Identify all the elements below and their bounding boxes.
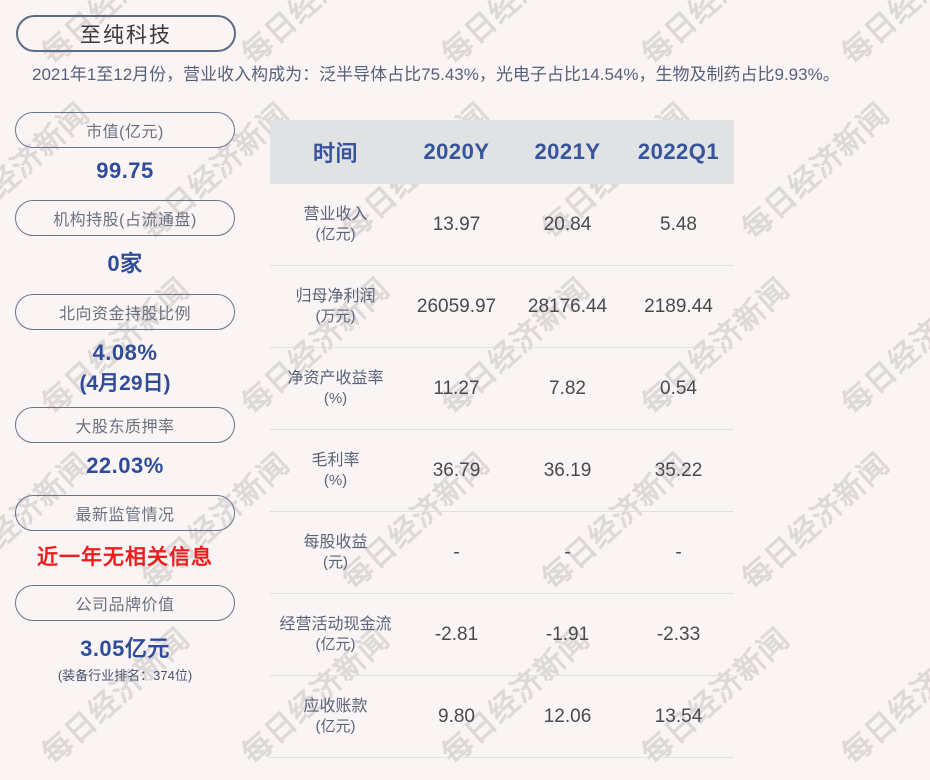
row-label-text: 归母净利润 <box>295 287 376 305</box>
table-cell-value: -2.33 <box>656 623 701 645</box>
row-label-unit: (亿元) <box>315 226 356 244</box>
row-label-text: 营业收入 <box>303 205 368 223</box>
table-cell-value: 0.54 <box>660 377 697 399</box>
table-cell-value: 5.48 <box>660 213 697 235</box>
row-label: 每股收益 (元) <box>270 532 401 574</box>
metric-label-pill[interactable]: 大股东质押率 <box>15 407 235 443</box>
row-label-unit: (元) <box>323 554 348 572</box>
table-cell-value: 36.79 <box>432 459 481 481</box>
row-label-unit: (亿元) <box>315 718 356 736</box>
row-label-text: 毛利率 <box>311 451 360 469</box>
metric-block: 公司品牌价值 3.05亿元 (装备行业排名：374位) <box>15 585 235 684</box>
table-cell-value: - <box>564 541 571 563</box>
table-cell-value: - <box>675 541 682 563</box>
table-row: 应收账款 (亿元) 9.80 12.06 13.54 <box>270 676 734 758</box>
row-label-unit: (%) <box>323 390 348 408</box>
table-cell-value: -1.91 <box>545 623 590 645</box>
row-label: 归母净利润 (万元) <box>270 286 401 328</box>
row-label: 毛利率 (%) <box>270 450 401 492</box>
table-cell-value: 36.19 <box>543 459 592 481</box>
metric-label-pill[interactable]: 机构持股(占流通盘) <box>15 200 235 236</box>
row-label-text: 应收账款 <box>303 697 368 715</box>
row-label: 经营活动现金流 (亿元) <box>270 614 401 656</box>
table-row: 净资产收益率 (%) 11.27 7.82 0.54 <box>270 348 734 430</box>
metric-label-pill[interactable]: 公司品牌价值 <box>15 585 235 621</box>
table-cell-value: 35.22 <box>654 459 703 481</box>
table-column-header[interactable]: 2022Q1 <box>637 139 720 164</box>
table-row: 毛利率 (%) 36.79 36.19 35.22 <box>270 430 734 512</box>
row-label-text: 每股收益 <box>303 533 368 551</box>
metric-value: 99.75 <box>96 158 154 183</box>
table-row: 经营活动现金流 (亿元) -2.81 -1.91 -2.33 <box>270 594 734 676</box>
table-column-header[interactable]: 2020Y <box>423 139 490 164</box>
metric-label-pill[interactable]: 市值(亿元) <box>15 112 235 148</box>
table-cell-value: 7.82 <box>549 377 586 399</box>
row-label-text: 经营活动现金流 <box>279 615 392 633</box>
row-label: 营业收入 (亿元) <box>270 204 401 246</box>
metric-value-sub: (4月29日) <box>79 372 171 395</box>
table-row: 营业收入 (亿元) 13.97 20.84 5.48 <box>270 184 734 266</box>
table-cell-value: 12.06 <box>543 705 592 727</box>
metric-value: 近一年无相关信息 <box>37 546 213 569</box>
metric-label-pill[interactable]: 最新监管情况 <box>15 495 235 531</box>
table-cell-value: 13.54 <box>654 705 703 727</box>
table-row: 每股收益 (元) - - - <box>270 512 734 594</box>
metric-value: 0家 <box>107 251 143 276</box>
metric-label-pill[interactable]: 北向资金持股比例 <box>15 294 235 330</box>
table-cell-value: 26059.97 <box>416 295 497 317</box>
metric-value: 3.05亿元 <box>80 636 170 661</box>
row-label-text: 净资产收益率 <box>287 369 384 387</box>
row-label: 应收账款 (亿元) <box>270 696 401 738</box>
metric-block: 机构持股(占流通盘) 0家 <box>15 200 235 278</box>
metric-value: 22.03% <box>86 453 164 478</box>
table-cell-value: 20.84 <box>543 213 592 235</box>
metric-value: 4.08% <box>92 340 158 365</box>
table-cell-value: - <box>453 541 460 563</box>
metric-block: 市值(亿元) 99.75 <box>15 112 235 184</box>
table-cell-value: 2189.44 <box>644 295 713 317</box>
table-cell-value: 9.80 <box>438 705 475 727</box>
row-label-unit: (亿元) <box>315 636 356 654</box>
metric-block: 大股东质押率 22.03% <box>15 407 235 479</box>
metrics-sidebar: 市值(亿元) 99.75 机构持股(占流通盘) 0家北向资金持股比例 4.08% (4月2… <box>15 112 235 700</box>
table-header-row: 时间 2020Y 2021Y 2022Q1 <box>270 120 734 184</box>
row-label: 净资产收益率 (%) <box>270 368 401 410</box>
table-body: 营业收入 (亿元) 13.97 20.84 5.48 归母净利润 (万元) 26059.97 2… <box>270 184 734 758</box>
metric-block: 最新监管情况近一年无相关信息 <box>15 495 235 571</box>
table-cell-value: -2.81 <box>434 623 479 645</box>
revenue-composition-subtitle: 2021年1至12月份，营业收入构成为：泛半导体占比75.43%，光电子占比14… <box>32 65 840 84</box>
row-label-unit: (万元) <box>315 308 356 326</box>
metric-block: 北向资金持股比例 4.08% (4月29日) <box>15 294 235 397</box>
company-name: 至纯科技 <box>80 23 172 47</box>
table-cell-value: 28176.44 <box>527 295 608 317</box>
company-title-pill: 至纯科技 <box>16 15 236 52</box>
table-column-header[interactable]: 2021Y <box>534 139 601 164</box>
table-row: 归母净利润 (万元) 26059.97 28176.44 2189.44 <box>270 266 734 348</box>
table-cell-value: 13.97 <box>432 213 481 235</box>
financial-table: 时间 2020Y 2021Y 2022Q1 营业收入 (亿元) 13.97 20.84 5.4… <box>270 120 734 758</box>
table-cell-value: 11.27 <box>433 377 480 399</box>
table-column-header[interactable]: 时间 <box>312 141 358 166</box>
row-label-unit: (%) <box>323 472 348 490</box>
metric-note: (装备行业排名：374位) <box>57 668 193 683</box>
